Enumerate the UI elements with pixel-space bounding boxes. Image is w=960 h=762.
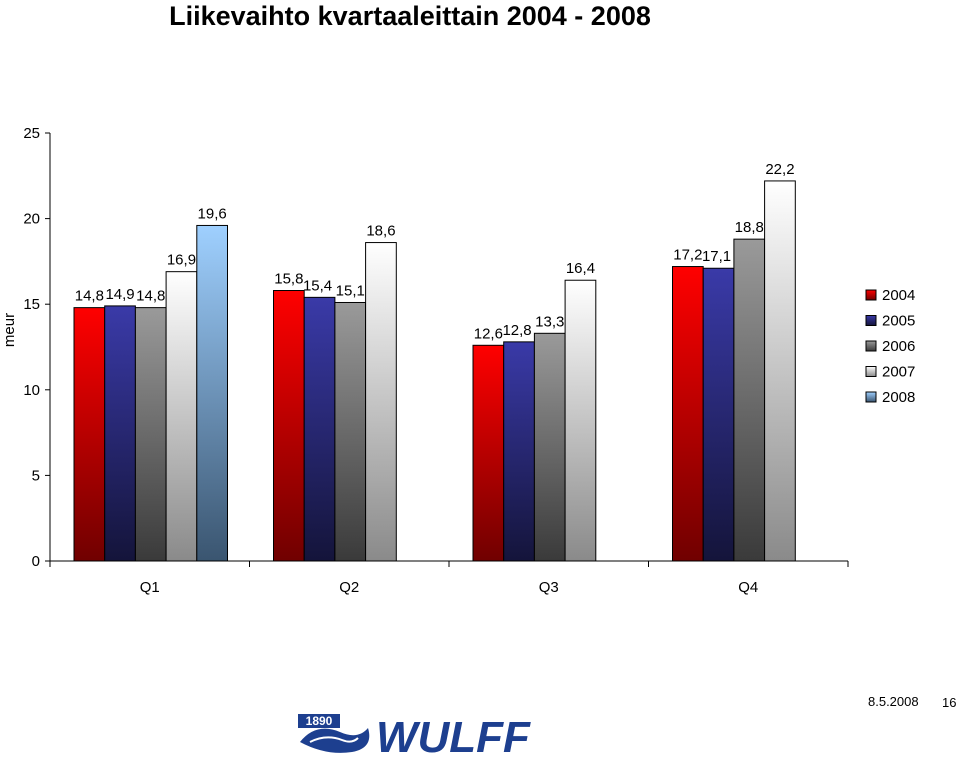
data-label: 16,4 xyxy=(566,260,595,277)
x-tick-label: Q4 xyxy=(738,579,758,596)
bar-2006-Q2 xyxy=(334,301,367,562)
bar-2006-Q3 xyxy=(533,332,566,562)
bar-2007-Q2 xyxy=(365,242,397,562)
bar-2004-Q1 xyxy=(73,307,106,562)
data-label: 15,8 xyxy=(274,271,303,288)
legend-entry: 2006 xyxy=(882,338,915,355)
data-label: 18,8 xyxy=(735,219,764,236)
logo-text: WULFF xyxy=(376,713,531,758)
y-axis-label: meur xyxy=(1,313,18,347)
footer-date: 8.5.2008 xyxy=(868,694,919,709)
bar-chart: 0 5 10 15 20 25 Q1 Q2 Q3 Q4 14,8 14,9 14,8 16,9 19,6 1… xyxy=(1,125,915,596)
data-label: 15,4 xyxy=(303,277,332,294)
data-label: 14,9 xyxy=(105,286,134,303)
bar-2004-Q2 xyxy=(273,290,305,562)
x-tick-label: Q3 xyxy=(539,579,559,596)
bar-2007-Q1 xyxy=(165,271,198,562)
data-label: 14,8 xyxy=(136,288,165,305)
wulff-logo: 1890 WULFF xyxy=(298,713,531,758)
bar-2004-Q3 xyxy=(472,344,505,562)
y-tick-label: 25 xyxy=(23,125,40,142)
y-tick-label: 15 xyxy=(23,296,40,313)
legend-swatch-2006 xyxy=(865,340,877,352)
x-tick-label: Q2 xyxy=(339,579,359,596)
legend-swatch-2005 xyxy=(865,315,877,326)
bar-2005-Q4 xyxy=(702,267,735,562)
legend-entry: 2005 xyxy=(882,313,915,330)
bar-2007-Q3 xyxy=(564,279,597,562)
page-number: 16 xyxy=(942,695,957,710)
y-tick-label: 20 xyxy=(23,211,40,228)
page-title: Liikevaihto kvartaaleittain 2004 - 2008 xyxy=(169,1,651,31)
bar-2004-Q4 xyxy=(672,266,704,562)
legend-entry: 2008 xyxy=(882,389,915,406)
data-label: 13,3 xyxy=(535,313,564,330)
bar-2005-Q1 xyxy=(104,305,136,562)
data-label: 12,6 xyxy=(474,325,503,342)
data-label: 16,9 xyxy=(167,252,196,269)
legend-swatch-2007 xyxy=(865,366,877,377)
data-label: 12,8 xyxy=(502,322,531,339)
data-label: 19,6 xyxy=(198,205,227,222)
x-tick-label: Q1 xyxy=(140,579,160,596)
bar-2007-Q4 xyxy=(764,180,796,562)
y-tick-label: 0 xyxy=(32,553,40,570)
bar-2006-Q4 xyxy=(733,238,766,562)
legend-swatch-2004 xyxy=(865,289,877,301)
logo-year: 1890 xyxy=(306,714,333,728)
y-tick-label: 10 xyxy=(23,382,40,399)
data-label: 14,8 xyxy=(75,288,104,305)
data-label: 18,6 xyxy=(366,223,395,240)
y-tick-label: 5 xyxy=(32,467,40,484)
bar-2005-Q3 xyxy=(503,341,535,562)
data-label: 15,1 xyxy=(336,282,365,299)
bar-2008-Q1 xyxy=(196,224,229,562)
legend-entry: 2004 xyxy=(882,287,915,304)
bar-2006-Q1 xyxy=(134,307,167,562)
data-label: 17,1 xyxy=(702,248,731,265)
bar-2005-Q2 xyxy=(303,296,336,562)
legend-swatch-2008 xyxy=(865,391,877,403)
legend-entry: 2007 xyxy=(882,364,915,381)
data-label: 17,2 xyxy=(673,247,702,264)
data-label: 22,2 xyxy=(765,161,794,178)
